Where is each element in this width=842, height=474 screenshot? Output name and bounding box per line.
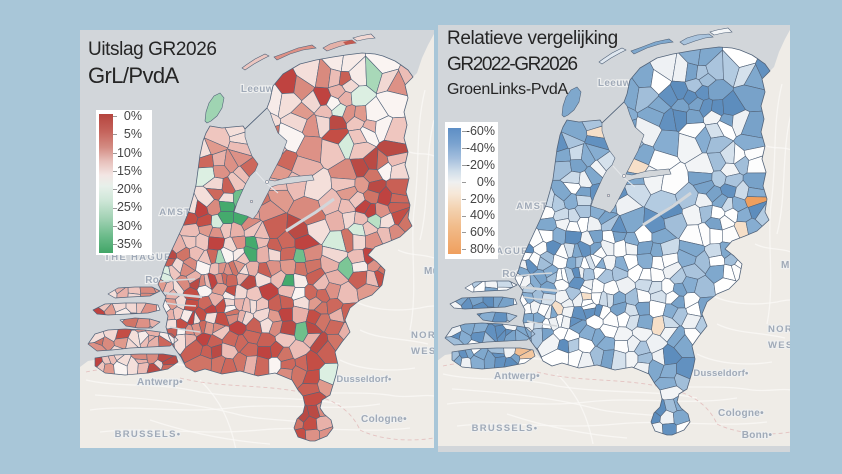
svg-text:NORDRHEIN-: NORDRHEIN-	[768, 324, 842, 335]
svg-text:Antwerp•: Antwerp•	[137, 377, 183, 388]
svg-text:Antwerp•: Antwerp•	[494, 371, 540, 382]
svg-text:NORDRHEIN-: NORDRHEIN-	[411, 330, 485, 341]
svg-text:Dusseldorf•: Dusseldorf•	[693, 368, 749, 379]
svg-text:Münster: Münster	[424, 266, 465, 277]
svg-text:WESTFALEN: WESTFALEN	[411, 346, 481, 357]
svg-text:BRUSSELS•: BRUSSELS•	[115, 429, 182, 440]
svg-text:Cologne•: Cologne•	[718, 408, 764, 419]
svg-text:Cologne•: Cologne•	[361, 414, 407, 425]
svg-text:Dusseldorf•: Dusseldorf•	[336, 374, 392, 385]
svg-text:BRUSSELS•: BRUSSELS•	[472, 423, 539, 434]
svg-text:Bonn•: Bonn•	[742, 430, 773, 441]
svg-text:WESTFALEN: WESTFALEN	[768, 340, 838, 351]
svg-text:Münster: Münster	[781, 260, 822, 271]
